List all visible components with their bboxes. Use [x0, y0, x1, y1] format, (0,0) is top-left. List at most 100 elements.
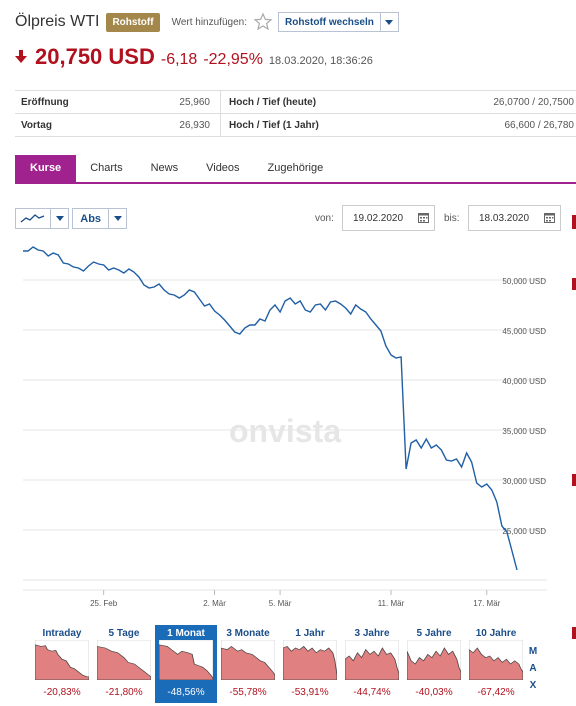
sidebar-edge-marker — [572, 627, 576, 639]
tab-zugehoerige[interactable]: Zugehörige — [267, 162, 324, 174]
tab-videos[interactable]: Videos — [206, 162, 240, 174]
y-tick-label: 50,000 USD — [502, 277, 546, 286]
chevron-down-icon — [379, 13, 398, 31]
tab-kurse[interactable]: Kurse — [15, 155, 77, 182]
period-sparkline — [283, 640, 337, 680]
period-thumb-1-monat[interactable]: 1 Monat -48,56% — [155, 625, 217, 703]
x-tick-label: 17. Mär — [473, 599, 500, 608]
period-label: 3 Jahre — [354, 628, 390, 639]
add-to-watchlist-label: Wert hinzufügen: — [171, 16, 247, 28]
max-letter: M — [528, 646, 538, 657]
period-change: -21,80% — [105, 687, 143, 698]
price-line — [23, 246, 518, 571]
period-thumbnails: Intraday -20,83% 5 Tage -21,80% 1 Monat -48,5… — [31, 625, 527, 703]
commodity-switch-label: Rohstoff wechseln — [284, 16, 374, 28]
scale-mode-label: Abs — [80, 212, 102, 225]
period-change: -44,74% — [353, 687, 391, 698]
period-thumb-5-jahre[interactable]: 5 Jahre -40,03% — [403, 625, 465, 703]
y-tick-label: 30,000 USD — [502, 477, 546, 486]
chart-grid — [23, 279, 547, 591]
sidebar-edge-marker — [572, 215, 576, 229]
sidebar-edge-marker — [572, 278, 576, 290]
period-sparkline — [407, 640, 461, 680]
tab-news[interactable]: News — [150, 162, 179, 174]
y-tick-label: 35,000 USD — [502, 427, 546, 436]
period-change: -67,42% — [477, 687, 515, 698]
chevron-down-icon — [108, 209, 126, 228]
price-value: 20,750 USD — [35, 44, 155, 69]
sidebar-edge-marker — [572, 474, 576, 486]
period-change: -20,83% — [43, 687, 81, 698]
onvista-watermark: onvista — [229, 413, 341, 449]
x-tick-label: 2. Mär — [203, 599, 226, 608]
stats-value: 26,930 — [179, 119, 210, 131]
period-thumb-intraday[interactable]: Intraday -20,83% — [31, 625, 93, 703]
scale-mode-dropdown[interactable]: Abs — [72, 208, 127, 229]
period-label: Intraday — [42, 628, 82, 639]
star-icon[interactable] — [253, 12, 273, 32]
period-change: -40,03% — [415, 687, 453, 698]
x-tick-label: 5. Mär — [269, 599, 292, 608]
to-date-input[interactable]: 18.03.2020 — [468, 205, 561, 231]
period-sparkline — [221, 640, 275, 680]
line-chart-icon — [20, 214, 45, 223]
stats-row: Eröffnung 25,960 Hoch / Tief (heute) 26,07… — [15, 91, 576, 114]
x-tick-label: 25. Feb — [90, 599, 118, 608]
change-absolute: -6,18 — [160, 51, 198, 68]
period-sparkline — [469, 640, 523, 680]
to-label: bis: — [444, 213, 460, 224]
commodity-switch-dropdown[interactable]: Rohstoff wechseln — [277, 12, 399, 32]
y-axis: 50,000 USD 45,000 USD 40,000 USD 35,000 USD… — [502, 277, 546, 536]
stats-label: Hoch / Tief (1 Jahr) 66,600 / 26,780 — [220, 114, 576, 136]
quote-timestamp: 18.03.2020, 18:36:26 — [268, 55, 373, 67]
period-label: 1 Jahr — [295, 628, 325, 639]
chevron-down-icon — [50, 209, 68, 228]
tab-bar: Kurse Charts News Videos Zugehörige — [15, 155, 576, 184]
price-chart[interactable]: onvista 50,000 USD 45,000 USD 40,000 USD 35… — [15, 240, 576, 620]
period-change: -53,91% — [291, 687, 329, 698]
period-change: -48,56% — [167, 687, 205, 698]
change-percent: -22,95% — [203, 51, 263, 68]
calendar-icon[interactable] — [544, 213, 555, 223]
y-tick-label: 40,000 USD — [502, 377, 546, 386]
from-date-input[interactable]: 19.02.2020 — [342, 205, 435, 231]
stats-label: Vortag 26,930 — [21, 119, 210, 131]
stats-value: 25,960 — [179, 96, 210, 108]
period-thumb-3-jahre[interactable]: 3 Jahre -44,74% — [341, 625, 403, 703]
period-thumb-3-monate[interactable]: 3 Monate -55,78% — [217, 625, 279, 703]
stats-value: 66,600 / 26,780 — [504, 119, 574, 131]
stats-value: 26,0700 / 20,7500 — [493, 96, 574, 108]
period-label: 10 Jahre — [475, 628, 517, 639]
period-label: 3 Monate — [226, 628, 270, 639]
chart-type-dropdown[interactable] — [15, 208, 69, 229]
period-label: 5 Tage — [108, 628, 140, 639]
period-thumb-10-jahre[interactable]: 10 Jahre -67,42% — [465, 625, 527, 703]
stats-label: Eröffnung 25,960 — [21, 96, 210, 108]
period-thumb-1-jahr[interactable]: 1 Jahr -53,91% — [279, 625, 341, 703]
max-period-button[interactable]: M A X — [527, 643, 539, 694]
period-sparkline — [159, 640, 213, 680]
arrow-down-icon — [15, 50, 27, 63]
x-axis: 25. Feb 2. Mär 5. Mär 11. Mär 17. Mär — [90, 590, 501, 608]
from-date-value: 19.02.2020 — [353, 212, 404, 224]
category-badge[interactable]: Rohstoff — [106, 12, 160, 32]
tab-charts[interactable]: Charts — [90, 162, 123, 174]
period-sparkline — [345, 640, 399, 680]
to-date-value: 18.03.2020 — [479, 212, 530, 224]
max-letter: X — [529, 680, 537, 691]
max-letter: A — [529, 663, 537, 674]
stats-label: Hoch / Tief (heute) 26,0700 / 20,7500 — [220, 91, 576, 113]
quote-row: 20,750 USD -6,18 -22,95% 18.03.2020, 18:… — [15, 44, 373, 70]
stats-row: Vortag 26,930 Hoch / Tief (1 Jahr) 66,600 … — [15, 114, 576, 137]
period-thumb-5-tage[interactable]: 5 Tage -21,80% — [93, 625, 155, 703]
header: Ölpreis WTI Rohstoff Wert hinzufügen: Ro… — [15, 10, 399, 34]
period-sparkline — [35, 640, 89, 680]
period-change: -55,78% — [229, 687, 267, 698]
period-label: 5 Jahre — [416, 628, 452, 639]
calendar-icon[interactable] — [418, 213, 429, 223]
x-tick-label: 11. Mär — [378, 599, 405, 608]
y-tick-label: 45,000 USD — [502, 327, 546, 336]
stats-table: Eröffnung 25,960 Hoch / Tief (heute) 26,07… — [15, 90, 576, 137]
period-sparkline — [97, 640, 151, 680]
page-title: Ölpreis WTI — [15, 13, 100, 30]
